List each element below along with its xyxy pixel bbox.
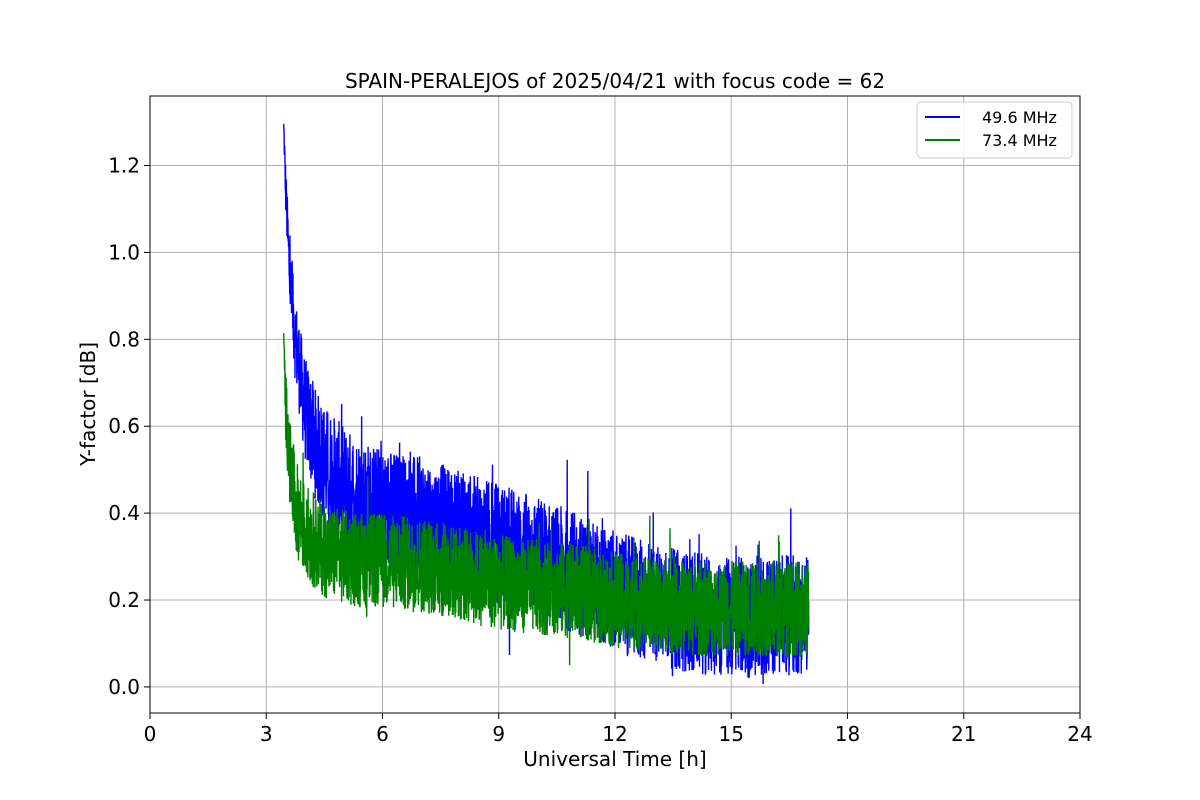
y-tick-label: 0.2 [108,588,140,612]
grid [149,96,1081,713]
y-axis: 0.0 0.2 0.4 0.6 0.8 1.0 1.2 [108,154,150,699]
series-line-73-4-mhz [282,333,810,666]
x-tick-label: 21 [951,722,976,746]
y-axis-label: Y-factor [dB] [76,342,100,467]
series-layer [282,123,810,684]
legend: 49.6 MHz 73.4 MHz [916,101,1073,159]
x-tick-label: 24 [1067,722,1092,746]
x-tick-label: 3 [260,722,273,746]
chart-title: SPAIN-PERALEJOS of 2025/04/21 with focus… [345,69,885,93]
y-tick-label: 0.0 [108,675,140,699]
x-axis: 0 3 6 9 12 15 18 21 24 [144,713,1093,746]
y-tick-label: 0.6 [108,414,140,438]
legend-label-73-4-mhz: 73.4 MHz [982,131,1057,150]
x-tick-label: 6 [376,722,389,746]
legend-label-49-6-mhz: 49.6 MHz [982,108,1057,127]
x-axis-label: Universal Time [h] [523,747,706,771]
y-tick-label: 1.2 [108,154,140,178]
y-tick-label: 0.8 [108,327,140,351]
x-tick-label: 12 [602,722,627,746]
y-tick-label: 1.0 [108,240,140,264]
x-tick-label: 0 [144,722,157,746]
x-tick-label: 15 [719,722,744,746]
y-tick-label: 0.4 [108,501,140,525]
x-tick-label: 18 [835,722,860,746]
x-tick-label: 9 [492,722,505,746]
